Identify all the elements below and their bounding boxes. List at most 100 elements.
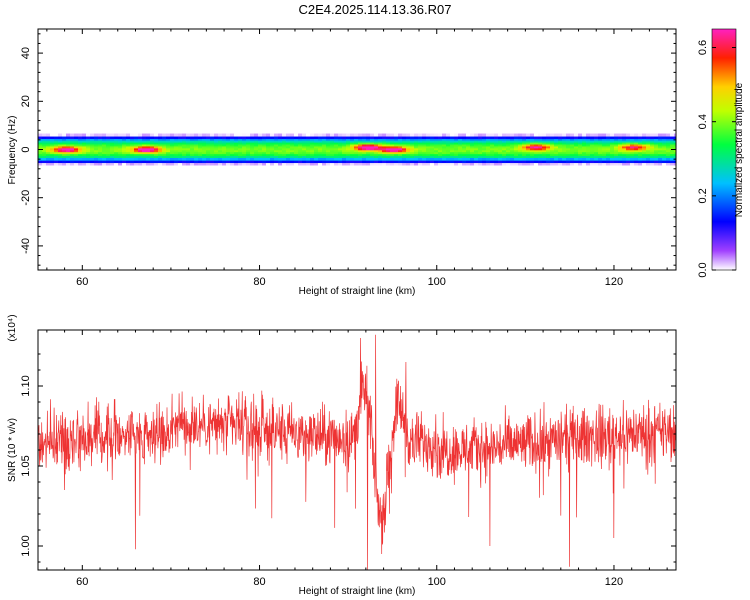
heatmap-cell	[602, 162, 607, 166]
heatmap-cell	[146, 133, 151, 137]
heatmap-cell	[62, 162, 67, 166]
heatmap-cell	[230, 151, 235, 155]
heatmap-cell	[42, 157, 47, 161]
heatmap-cell	[354, 138, 359, 141]
heatmap-cell	[478, 153, 483, 157]
heatmap-cell	[630, 138, 635, 141]
heatmap-cell	[254, 145, 259, 149]
heatmap-cell	[242, 149, 247, 153]
heatmap-cell	[70, 153, 75, 157]
heatmap-cell	[234, 141, 239, 145]
heatmap-cell	[282, 153, 287, 157]
heatmap-cell	[162, 147, 167, 151]
heatmap-cell	[662, 160, 667, 164]
heatmap-cell	[134, 162, 139, 166]
heatmap-cell	[666, 151, 671, 155]
heatmap-cell	[422, 133, 427, 137]
heatmap-cell	[66, 153, 71, 157]
heatmap-cell	[58, 162, 63, 166]
heatmap-cell	[434, 135, 439, 139]
heatmap-cell	[282, 141, 287, 145]
heatmap-cell	[226, 140, 231, 143]
heatmap-cell	[110, 155, 115, 158]
heatmap-cell	[658, 160, 663, 164]
heatmap-cell	[206, 160, 211, 164]
heatmap-cell	[210, 135, 215, 139]
heatmap-cell	[86, 141, 91, 145]
heatmap-cell	[666, 149, 671, 153]
heatmap-cell	[294, 149, 299, 153]
heatmap-cell	[350, 162, 355, 166]
heatmap-cell	[242, 141, 247, 145]
heatmap-cell	[410, 157, 415, 161]
heatmap-cell	[574, 133, 579, 137]
heatmap-cell	[214, 160, 219, 164]
heatmap-cell	[634, 135, 639, 139]
heatmap-cell	[94, 157, 99, 161]
heatmap-cell	[286, 151, 291, 155]
heatmap-cell	[134, 160, 139, 164]
heatmap-cell	[138, 162, 143, 166]
heatmap-cell	[346, 160, 351, 164]
heatmap-cell	[582, 162, 587, 166]
heatmap-cell	[198, 155, 203, 158]
heatmap-cell	[422, 153, 427, 157]
heatmap-cell	[674, 153, 676, 157]
heatmap-cell	[142, 149, 147, 153]
heatmap-cell	[546, 143, 551, 147]
heatmap-cell	[342, 135, 347, 139]
heatmap-cell	[238, 135, 243, 139]
heatmap-cell	[634, 160, 639, 164]
heatmap-cell	[442, 151, 447, 155]
heatmap-cell	[142, 157, 147, 161]
heatmap-cell	[518, 153, 523, 157]
heatmap-cell	[666, 135, 671, 139]
heatmap-cell	[106, 153, 111, 157]
heatmap-cell	[498, 157, 503, 161]
heatmap-cell	[338, 157, 343, 161]
heatmap-cell	[558, 133, 563, 137]
heatmap-cell	[250, 162, 255, 166]
heatmap-cell	[86, 145, 91, 149]
heatmap-cell	[522, 141, 527, 145]
heatmap-cell	[50, 143, 55, 147]
heatmap-cell	[410, 145, 415, 149]
heatmap-cell	[270, 153, 275, 157]
heatmap-cell	[46, 162, 51, 166]
heatmap-cell	[286, 147, 291, 151]
heatmap-cell	[310, 133, 315, 137]
heatmap-cell	[574, 145, 579, 149]
heatmap-cell	[642, 155, 647, 158]
heatmap-cell	[46, 133, 51, 137]
heatmap-cell	[66, 143, 71, 147]
heatmap-cell	[102, 155, 107, 158]
heatmap-cell	[478, 133, 483, 137]
heatmap-cell	[354, 141, 359, 145]
heatmap-cell	[422, 160, 427, 164]
heatmap-cell	[582, 149, 587, 153]
heatmap-cell	[590, 153, 595, 157]
heatmap-cell	[166, 149, 171, 153]
heatmap-cell	[90, 138, 95, 141]
heatmap-cell	[578, 151, 583, 155]
heatmap-cell	[498, 155, 503, 158]
heatmap-cell	[162, 151, 167, 155]
heatmap-cell	[650, 151, 655, 155]
heatmap-cell	[38, 149, 43, 153]
heatmap-cell	[378, 149, 383, 153]
heatmap-cell	[590, 155, 595, 158]
heatmap-cell	[258, 147, 263, 151]
heatmap-cell	[330, 138, 335, 141]
heatmap-cell	[362, 138, 367, 141]
heatmap-cell	[554, 147, 559, 151]
heatmap-cell	[178, 149, 183, 153]
heatmap-cell	[142, 160, 147, 164]
heatmap-cell	[418, 153, 423, 157]
heatmap-cell	[590, 145, 595, 149]
heatmap-cell	[258, 162, 263, 166]
heatmap-cell	[330, 151, 335, 155]
heatmap-cell	[462, 145, 467, 149]
heatmap-cell	[518, 157, 523, 161]
heatmap-cell	[106, 143, 111, 147]
heatmap-cell	[626, 145, 631, 149]
